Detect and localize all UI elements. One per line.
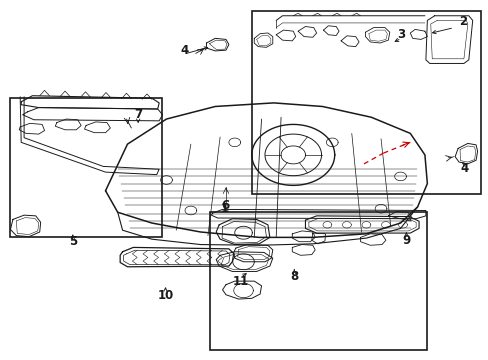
Text: 5: 5: [69, 235, 77, 248]
Text: 11: 11: [232, 275, 248, 288]
Bar: [10, 98, 161, 237]
Text: 8: 8: [289, 270, 298, 283]
Text: 10: 10: [157, 289, 173, 302]
Text: 4: 4: [181, 44, 189, 57]
Text: 6: 6: [221, 199, 229, 212]
Text: 1: 1: [221, 202, 228, 215]
Text: 3: 3: [397, 28, 405, 41]
Text: 2: 2: [458, 15, 466, 28]
Text: 7: 7: [134, 108, 142, 121]
Bar: [210, 212, 427, 350]
Text: 9: 9: [402, 234, 409, 247]
Bar: [251, 12, 480, 194]
Text: 4: 4: [460, 162, 468, 175]
